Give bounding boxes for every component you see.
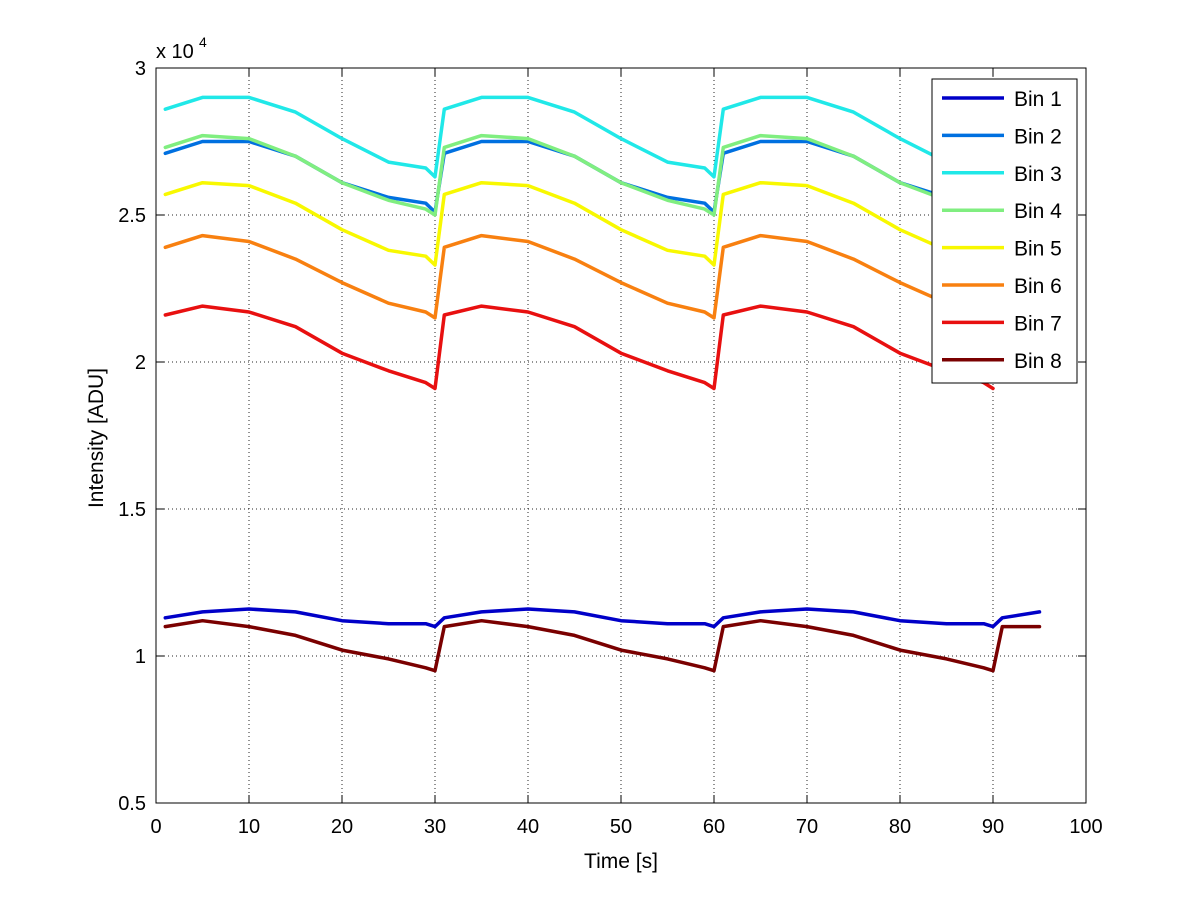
y-tick-label: 3 <box>135 58 146 80</box>
y-tick-label: 2.5 <box>118 205 146 227</box>
y-tick-label: 2 <box>135 352 146 374</box>
legend: Bin 1 Bin 2 Bin 3 Bin 4 Bin 5 Bin 6 Bin 7 Bin 8 <box>931 78 1078 384</box>
x-tick-label: 50 <box>610 816 632 838</box>
legend-label-bin-1: Bin 1 <box>1014 88 1062 111</box>
legend-box <box>931 78 1078 384</box>
series-line-bin-7 <box>163 304 995 391</box>
legend-label-bin-5: Bin 5 <box>1014 238 1062 261</box>
series-line-bin-8 <box>163 618 1042 673</box>
x-tick-label: 20 <box>331 816 353 838</box>
legend-label-bin-7: Bin 7 <box>1014 312 1062 335</box>
y-multiplier-label: x 10 <box>156 41 194 63</box>
legend-label-bin-4: Bin 4 <box>1014 200 1062 223</box>
legend-label-bin-2: Bin 2 <box>1014 125 1062 148</box>
y-tick-label: 0.5 <box>118 793 146 815</box>
y-tick-label: 1 <box>135 646 146 668</box>
x-tick-label: 0 <box>150 816 161 838</box>
x-tick-label: 90 <box>982 816 1004 838</box>
legend-label-bin-6: Bin 6 <box>1014 275 1062 298</box>
x-tick-label: 60 <box>703 816 725 838</box>
x-tick-label: 10 <box>238 816 260 838</box>
series-line-bin-6 <box>163 233 995 320</box>
series-group <box>163 95 1042 673</box>
x-tick-label: 80 <box>889 816 911 838</box>
series-line-bin-5 <box>163 180 995 267</box>
y-multiplier-exponent: 4 <box>199 34 207 50</box>
grid <box>156 68 1086 803</box>
x-tick-label: 100 <box>1069 816 1102 838</box>
y-axis-title: Intensity [ADU] <box>85 368 108 508</box>
x-tick-label: 70 <box>796 816 818 838</box>
series-line-bin-4 <box>163 133 995 217</box>
x-tick-label: 40 <box>517 816 539 838</box>
series-line-bin-3 <box>163 95 995 179</box>
legend-label-bin-3: Bin 3 <box>1014 163 1062 186</box>
series-line-bin-1 <box>163 607 1042 629</box>
legend-label-bin-8: Bin 8 <box>1014 350 1062 373</box>
x-axis-title: Time [s] <box>584 850 658 873</box>
x-tick-label: 30 <box>424 816 446 838</box>
y-tick-label: 1.5 <box>118 499 146 521</box>
ticks: 0 10 20 30 40 50 60 70 80 90 100 0.5 1 1.5 2 2.5 3 <box>118 58 1103 838</box>
